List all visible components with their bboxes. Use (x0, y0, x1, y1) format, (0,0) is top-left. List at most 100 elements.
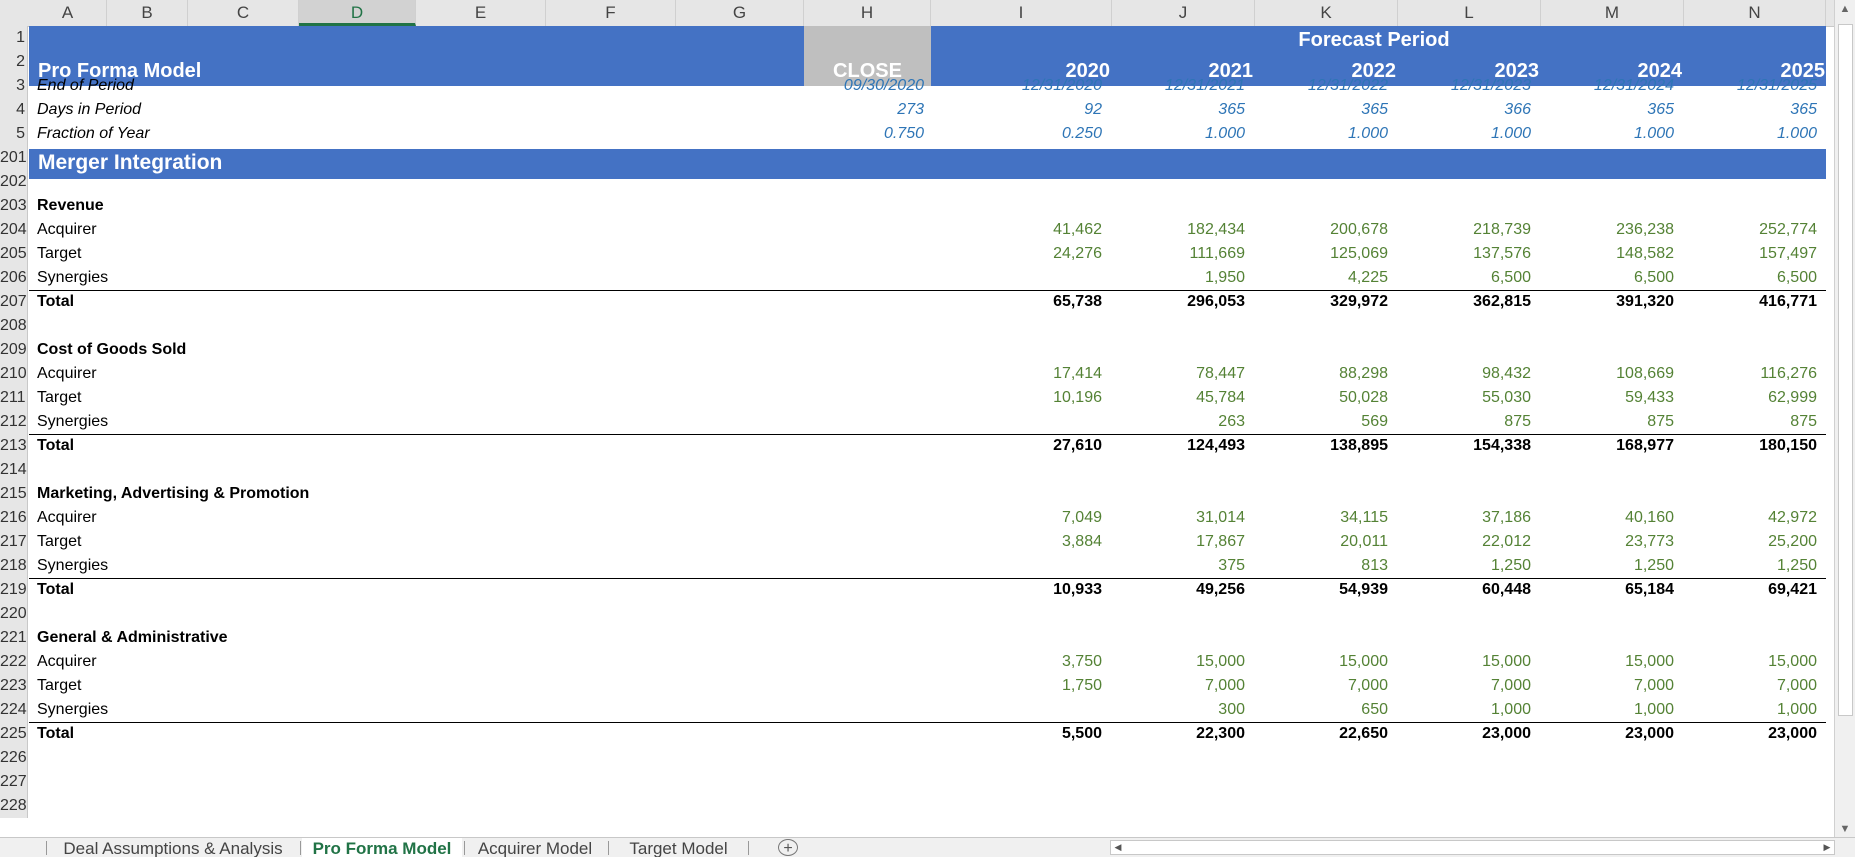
cell-value[interactable]: 148,582 (1616, 245, 1674, 262)
total-value[interactable]: 27,610 (1053, 437, 1102, 454)
sheet-tab[interactable]: Target Model (629, 839, 728, 857)
scroll-left-icon[interactable]: ◀ (1114, 842, 1122, 852)
row-number[interactable]: 226 (0, 746, 28, 770)
row-number[interactable]: 223 (0, 674, 28, 698)
total-value[interactable]: 362,815 (1473, 293, 1531, 310)
row-number[interactable]: 212 (0, 410, 28, 434)
total-value[interactable]: 54,939 (1339, 581, 1388, 598)
column-header-h[interactable]: H (804, 0, 931, 26)
cell-value[interactable]: 1,750 (1061, 677, 1102, 694)
row-number[interactable]: 202 (0, 170, 28, 194)
cell-value[interactable]: 116,276 (1760, 365, 1817, 382)
cell-value[interactable]: 125,069 (1330, 245, 1388, 262)
cell-value[interactable]: 4,225 (1347, 269, 1388, 286)
cell-value[interactable]: 55,030 (1482, 389, 1531, 406)
cell-value[interactable]: 7,000 (1490, 677, 1531, 694)
row-number[interactable]: 222 (0, 650, 28, 674)
cell-value[interactable]: 569 (1361, 413, 1388, 430)
cell-value[interactable]: 31,014 (1196, 509, 1245, 526)
row-number[interactable]: 203 (0, 194, 28, 218)
total-value[interactable]: 23,000 (1768, 725, 1817, 742)
cell-value[interactable]: 6,500 (1633, 269, 1674, 286)
total-value[interactable]: 65,738 (1053, 293, 1102, 310)
cell-value[interactable]: 40,160 (1625, 509, 1674, 526)
total-value[interactable]: 22,650 (1339, 725, 1388, 742)
total-value[interactable]: 138,895 (1330, 437, 1388, 454)
cell-value[interactable]: 41,462 (1053, 221, 1102, 238)
cell-value[interactable]: 1,250 (1490, 557, 1531, 574)
cell-value[interactable]: 10,196 (1053, 389, 1102, 406)
cell-value[interactable]: 98,432 (1482, 365, 1531, 382)
row-number[interactable]: 213 (0, 434, 28, 458)
cell-value[interactable]: 23,773 (1625, 533, 1674, 550)
cell-value[interactable]: 6,500 (1776, 269, 1817, 286)
cell-value[interactable]: 7,049 (1061, 509, 1102, 526)
column-header-c[interactable]: C (188, 0, 299, 26)
cell-value[interactable]: 15,000 (1768, 653, 1817, 670)
sheet-tab[interactable]: Acquirer Model (477, 839, 593, 857)
cell-value[interactable]: 252,774 (1759, 221, 1817, 238)
cell-value[interactable]: 1,000 (1633, 701, 1674, 718)
row-number[interactable]: 216 (0, 506, 28, 530)
total-value[interactable]: 124,493 (1187, 437, 1245, 454)
row-number[interactable]: 219 (0, 578, 28, 602)
cell-value[interactable]: 218,739 (1473, 221, 1531, 238)
cell-value[interactable]: 17,867 (1196, 533, 1245, 550)
row-number[interactable]: 206 (0, 266, 28, 290)
column-header-l[interactable]: L (1398, 0, 1541, 26)
cell-value[interactable]: 78,447 (1196, 365, 1245, 382)
cell-value[interactable]: 15,000 (1625, 653, 1674, 670)
total-value[interactable]: 168,977 (1616, 437, 1674, 454)
row-number[interactable]: 225 (0, 722, 28, 746)
column-header-g[interactable]: G (676, 0, 804, 26)
column-header-j[interactable]: J (1112, 0, 1255, 26)
row-number[interactable]: 220 (0, 602, 28, 626)
cell-value[interactable]: 3,750 (1061, 653, 1102, 670)
total-value[interactable]: 60,448 (1482, 581, 1531, 598)
vertical-scrollbar[interactable]: ▲ ▼ (1834, 0, 1855, 838)
cell-value[interactable]: 24,276 (1053, 245, 1102, 262)
total-value[interactable]: 23,000 (1482, 725, 1531, 742)
total-value[interactable]: 10,933 (1053, 581, 1102, 598)
total-value[interactable]: 329,972 (1330, 293, 1388, 310)
cell-value[interactable]: 59,433 (1625, 389, 1674, 406)
row-number[interactable]: 208 (0, 314, 28, 338)
cell-value[interactable]: 108,669 (1616, 365, 1674, 382)
horizontal-scrollbar[interactable]: ◀ ▶ (1110, 840, 1835, 855)
column-header-e[interactable]: E (416, 0, 546, 26)
cell-value[interactable]: 7,000 (1347, 677, 1388, 694)
row-number[interactable]: 221 (0, 626, 28, 650)
row-number[interactable]: 2 (0, 50, 28, 74)
cell-value[interactable]: 300 (1218, 701, 1245, 718)
cell-value[interactable]: 157,497 (1759, 245, 1817, 262)
row-number[interactable]: 210 (0, 362, 28, 386)
column-header-n[interactable]: N (1684, 0, 1826, 26)
scroll-right-icon[interactable]: ▶ (1823, 842, 1831, 852)
scroll-down-icon[interactable]: ▼ (1839, 823, 1851, 835)
cell-value[interactable]: 42,972 (1768, 509, 1817, 526)
column-header-i[interactable]: I (931, 0, 1112, 26)
cell-value[interactable]: 1,000 (1490, 701, 1531, 718)
cell-value[interactable]: 137,576 (1473, 245, 1531, 262)
cell-value[interactable]: 6,500 (1490, 269, 1531, 286)
cell-value[interactable]: 15,000 (1339, 653, 1388, 670)
cell-value[interactable]: 263 (1218, 413, 1245, 430)
cell-value[interactable]: 1,000 (1776, 701, 1817, 718)
cell-value[interactable]: 1,950 (1204, 269, 1245, 286)
total-value[interactable]: 296,053 (1187, 293, 1245, 310)
cell-value[interactable]: 875 (1504, 413, 1531, 430)
total-value[interactable]: 391,320 (1616, 293, 1674, 310)
scroll-up-icon[interactable]: ▲ (1839, 3, 1851, 15)
row-number[interactable]: 214 (0, 458, 28, 482)
row-number[interactable]: 5 (0, 122, 28, 146)
cell-value[interactable]: 111,669 (1189, 245, 1245, 262)
total-value[interactable]: 416,771 (1759, 293, 1817, 310)
cell-value[interactable]: 37,186 (1482, 509, 1531, 526)
row-number[interactable]: 224 (0, 698, 28, 722)
cell-value[interactable]: 182,434 (1187, 221, 1245, 238)
total-value[interactable]: 5,500 (1061, 725, 1102, 742)
add-sheet-icon[interactable]: + (778, 839, 798, 857)
row-number[interactable]: 215 (0, 482, 28, 506)
row-number[interactable]: 228 (0, 794, 28, 818)
total-value[interactable]: 65,184 (1625, 581, 1674, 598)
